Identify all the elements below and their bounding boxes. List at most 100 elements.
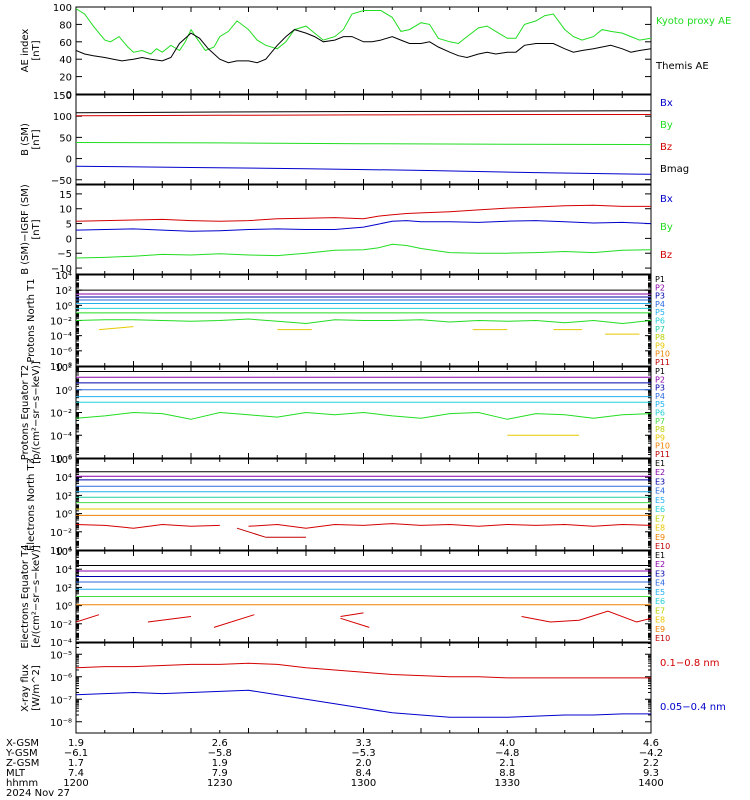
- y-tick-label: 10⁻²: [50, 409, 72, 420]
- y-tick-label: 40: [59, 55, 72, 66]
- y-tick-label: 100: [53, 112, 72, 123]
- legend-entry: E4: [655, 487, 665, 496]
- y-tick-label: 80: [59, 20, 72, 31]
- legend-entry: P3: [655, 292, 665, 301]
- panel-ae: 0 20 40 60 80 100 AE index [nT] Kyoto proxy AE Th…: [20, 3, 731, 101]
- legend-entry: P6: [655, 409, 665, 418]
- panel-p_north: 10⁴ 10² 10⁰ 10⁻² 10⁻⁴ 10⁻⁶ 10⁻⁸ Protons North T…: [26, 271, 670, 373]
- bottom-row-label: X-GSM: [6, 738, 39, 749]
- y-axis-label: Electrons North T3: [26, 458, 37, 551]
- bottom-cell: 8.4: [356, 768, 372, 779]
- y-tick-label: 0: [66, 155, 72, 166]
- panel-frame: [75, 184, 652, 275]
- legend-entry: By: [660, 222, 673, 233]
- legend-entry: P4: [655, 300, 665, 309]
- series-line-By: [76, 142, 651, 146]
- series-line-0.1−0.8 nm: [76, 662, 651, 679]
- series-segment-E9: [76, 523, 220, 529]
- panel-data: [76, 204, 651, 259]
- panel-frame: [75, 458, 652, 551]
- series-segment-E9: [340, 612, 364, 617]
- y-tick-label: 10⁰: [55, 510, 72, 521]
- bottom-cell: 1230: [207, 778, 232, 789]
- y-tick-label: 10⁻⁵: [50, 650, 72, 661]
- legend-entry: E4: [655, 579, 665, 588]
- legend-entry: P1: [655, 275, 665, 284]
- legend-entry: 0.05−0.4 nm: [660, 702, 726, 713]
- y-tick-label: 10⁻⁶: [50, 673, 72, 684]
- series-segment-P8: [98, 326, 134, 331]
- series-segment-E9: [340, 617, 370, 628]
- series-line-By: [76, 243, 651, 259]
- bottom-cell: 1400: [638, 778, 663, 789]
- y-axis-unit: [nT]: [31, 40, 42, 60]
- panel-e_eq: 10⁶ 10⁴ 10² 10⁰ 10⁻² 10⁻⁴ Electrons Equator T4…: [20, 544, 670, 649]
- bottom-cell: 2.0: [356, 758, 372, 769]
- y-tick-label: 10⁰: [55, 602, 72, 613]
- y-tick-label: 10⁻⁴: [50, 638, 72, 649]
- y-tick-label: 15: [59, 190, 72, 201]
- y-tick-label: 10⁻⁷: [50, 695, 72, 706]
- y-axis-unit: [e/(cm²−sr−s−keV)]: [31, 545, 42, 648]
- y-tick-label: 10²: [55, 491, 72, 502]
- legend-entry: P9: [655, 433, 665, 442]
- legend-entry: E8: [655, 616, 665, 625]
- legend: 0.1−0.8 nm 0.05−0.4 nm: [660, 658, 726, 713]
- y-tick-label: 10⁴: [55, 565, 72, 576]
- legend-entry: By: [660, 120, 673, 131]
- legend: Kyoto proxy AE Themis AE: [655, 16, 731, 72]
- legend-entry: E10: [655, 542, 670, 551]
- legend-entry: Themis AE: [655, 61, 709, 72]
- bottom-cell: 1300: [351, 778, 376, 789]
- legend-entry: P10: [655, 442, 670, 451]
- y-tick-label: 0: [66, 90, 72, 101]
- panel-data: [76, 289, 651, 335]
- y-tick-label: 10⁻²: [50, 317, 72, 328]
- legend-entry: E7: [655, 514, 665, 523]
- legend-entry: P7: [655, 417, 665, 426]
- legend: Bx By Bz Bmag: [660, 98, 689, 175]
- y-tick-label: 10²: [55, 583, 72, 594]
- bottom-cell: 4.0: [499, 738, 515, 749]
- series-line-P7: [76, 411, 651, 420]
- bottom-cell: −5.8: [208, 748, 232, 759]
- y-tick-label: 0: [66, 234, 72, 245]
- y-tick-label: 10⁶: [55, 547, 72, 558]
- legend-entry: P8: [655, 333, 665, 342]
- series-line-Bz: [76, 204, 651, 222]
- legend-entry: Bz: [660, 142, 672, 153]
- y-tick-label: 10⁴: [55, 473, 72, 484]
- y-tick-label: 50: [59, 133, 72, 144]
- y-axis-label: B (SM): [20, 123, 31, 156]
- bottom-row-label: Z-GSM: [6, 758, 39, 769]
- legend-entry: E3: [655, 477, 665, 486]
- y-axis-unit: [W/m^2]: [31, 665, 42, 711]
- panel-xray: 10⁻⁵ 10⁻⁶ 10⁻⁷ 10⁻⁸ X-ray flux [W/m^2] 0.1−0.8…: [20, 642, 726, 734]
- legend-entry: P4: [655, 392, 665, 401]
- legend-entry: E3: [655, 569, 665, 578]
- y-tick-label: 10⁻⁴: [50, 431, 72, 442]
- legend-entry: E9: [655, 625, 665, 634]
- bottom-row-label: hhmm: [6, 778, 38, 789]
- panel-data: [76, 8, 651, 64]
- series-line-P7: [76, 318, 651, 325]
- legend-entry: E1: [655, 459, 665, 468]
- panel-data: [76, 110, 651, 175]
- bottom-cell: 2.6: [212, 738, 228, 749]
- y-tick-label: 10⁻⁶: [50, 454, 72, 465]
- legend-entry: E6: [655, 505, 665, 514]
- y-tick-label: 150: [53, 91, 72, 102]
- legend-entry: Bx: [660, 194, 673, 205]
- panel-data: [76, 471, 651, 538]
- y-tick-label: 10⁰: [55, 386, 72, 397]
- bottom-cell: −6.1: [64, 748, 88, 759]
- panel-frame: [75, 94, 652, 185]
- series-line-Kyoto proxy AE: [76, 8, 651, 55]
- panel-frame: [75, 642, 652, 734]
- legend-entry: E10: [655, 634, 670, 643]
- series-line-Bz: [76, 114, 651, 117]
- y-axis-unit: [nT]: [31, 129, 42, 149]
